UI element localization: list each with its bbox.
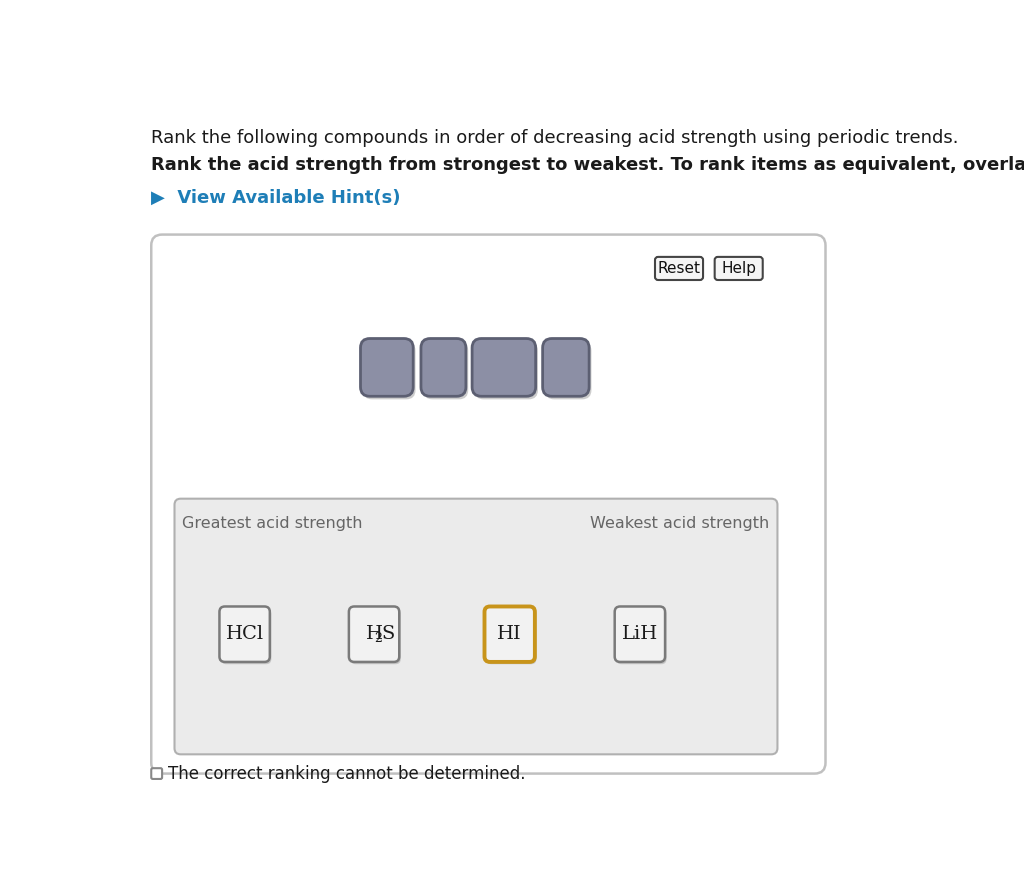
Text: Help: Help bbox=[721, 261, 756, 276]
Text: 2: 2 bbox=[374, 633, 382, 645]
FancyBboxPatch shape bbox=[484, 607, 535, 662]
FancyBboxPatch shape bbox=[715, 257, 763, 280]
Text: HI: HI bbox=[498, 625, 522, 643]
Text: Rank the acid strength from strongest to weakest. To rank items as equivalent, o: Rank the acid strength from strongest to… bbox=[152, 156, 1024, 174]
FancyBboxPatch shape bbox=[616, 608, 667, 664]
FancyBboxPatch shape bbox=[421, 339, 466, 396]
Text: HCl: HCl bbox=[225, 625, 264, 643]
FancyBboxPatch shape bbox=[655, 257, 703, 280]
FancyBboxPatch shape bbox=[614, 607, 665, 662]
Text: Rank the following compounds in order of decreasing acid strength using periodic: Rank the following compounds in order of… bbox=[152, 129, 958, 147]
Text: S: S bbox=[381, 625, 394, 643]
Text: Weakest acid strength: Weakest acid strength bbox=[591, 515, 770, 530]
FancyBboxPatch shape bbox=[349, 607, 399, 662]
FancyBboxPatch shape bbox=[423, 341, 468, 400]
FancyBboxPatch shape bbox=[350, 608, 400, 664]
Text: ▶  View Available Hint(s): ▶ View Available Hint(s) bbox=[152, 188, 400, 206]
FancyBboxPatch shape bbox=[545, 341, 592, 400]
FancyBboxPatch shape bbox=[219, 607, 270, 662]
FancyBboxPatch shape bbox=[486, 608, 537, 664]
FancyBboxPatch shape bbox=[174, 499, 777, 754]
Text: LiH: LiH bbox=[622, 625, 658, 643]
FancyBboxPatch shape bbox=[152, 235, 825, 773]
FancyBboxPatch shape bbox=[474, 341, 538, 400]
Text: Reset: Reset bbox=[657, 261, 700, 276]
FancyBboxPatch shape bbox=[360, 339, 414, 396]
FancyBboxPatch shape bbox=[472, 339, 536, 396]
Text: H: H bbox=[367, 625, 383, 643]
FancyBboxPatch shape bbox=[152, 768, 162, 779]
Text: Greatest acid strength: Greatest acid strength bbox=[182, 515, 362, 530]
Text: The correct ranking cannot be determined.: The correct ranking cannot be determined… bbox=[168, 764, 525, 782]
FancyBboxPatch shape bbox=[221, 608, 271, 664]
FancyBboxPatch shape bbox=[362, 341, 416, 400]
FancyBboxPatch shape bbox=[543, 339, 589, 396]
